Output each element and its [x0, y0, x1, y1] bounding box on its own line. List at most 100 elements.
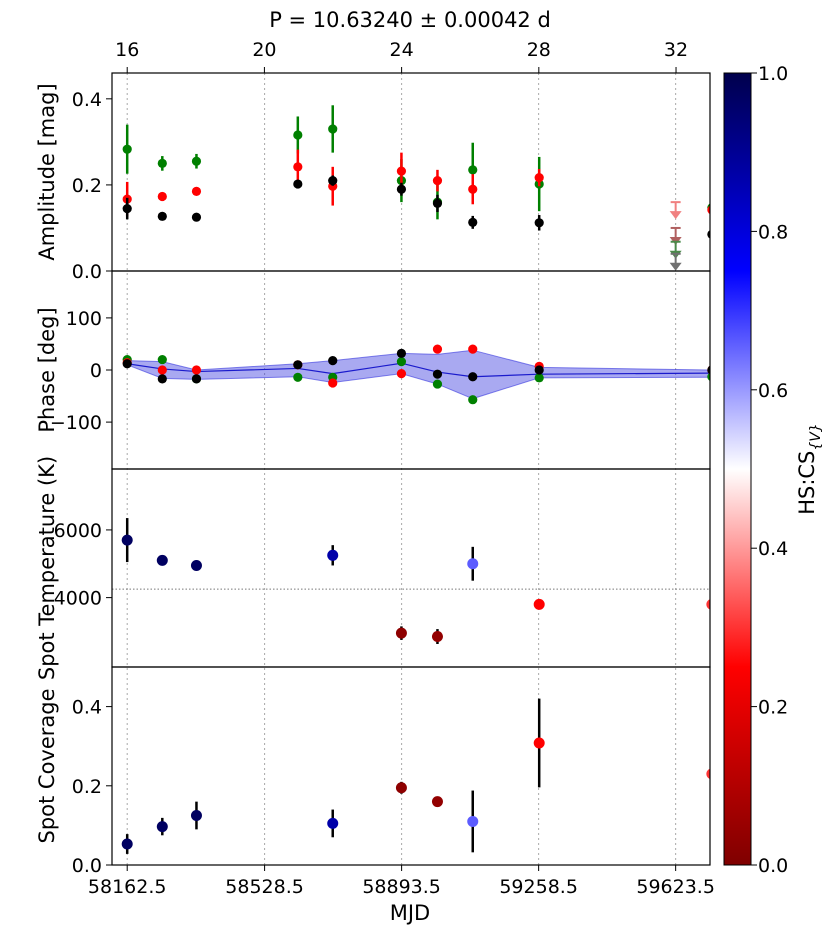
green-point	[157, 354, 167, 365]
data-point	[467, 815, 479, 827]
red-point	[432, 344, 443, 354]
green-point	[191, 156, 202, 166]
colorbar-tick-label: 0.0	[758, 855, 788, 877]
black-point	[122, 203, 132, 214]
data-point	[327, 817, 339, 829]
colorbar-tick-label: 0.4	[758, 538, 788, 560]
phase-band	[126, 349, 710, 400]
black-point	[468, 372, 478, 382]
y-tick-label: 0.4	[72, 697, 102, 719]
black-point	[396, 184, 407, 194]
chart-title: P = 10.63240 ± 0.00042 d	[269, 8, 551, 32]
panel-amplitude: 0.0 0.2 0.4 Amplitude [mag]	[35, 72, 711, 283]
x-tick-label: 59623.5	[636, 876, 715, 898]
data-point	[706, 599, 710, 610]
y-axis-label-coverage: Spot Coverage	[35, 688, 59, 843]
data-point	[190, 810, 202, 821]
data-point	[533, 598, 545, 610]
red-point	[707, 205, 710, 215]
colorbar-label: HS:CS{V}	[795, 423, 824, 515]
red-point	[293, 162, 303, 172]
red-point	[396, 166, 407, 176]
black-point	[191, 212, 202, 222]
green-point	[432, 379, 443, 389]
y-tick-label: −100	[50, 412, 102, 434]
black-point	[328, 176, 338, 186]
x-tick-label: 58528.5	[225, 876, 304, 898]
colorbar-tick-label: 0.6	[758, 380, 788, 402]
y-tick-label: 0.2	[72, 776, 102, 798]
panel-frame	[111, 666, 711, 866]
panel-phase: −100 0 100 Phase [deg]	[35, 270, 711, 470]
red-point	[534, 172, 544, 183]
y-axis-label-amplitude: Amplitude [mag]	[35, 83, 59, 260]
black-point	[534, 365, 544, 375]
black-point	[293, 360, 303, 370]
green-point	[534, 373, 544, 383]
data-point	[395, 782, 407, 794]
x-tick-label: 58893.5	[362, 876, 441, 898]
x-tick-label: 58162.5	[88, 876, 167, 898]
green-point	[122, 144, 132, 154]
data-point	[467, 558, 479, 570]
panel-coverage-plot	[121, 698, 710, 854]
data-point	[395, 627, 407, 639]
data-point	[431, 796, 443, 808]
panel-frame	[111, 468, 711, 668]
black-point	[396, 348, 407, 358]
black-point	[122, 359, 132, 369]
green-point	[707, 372, 710, 381]
green-point	[328, 124, 338, 134]
colorbar-tick-label: 0.2	[758, 697, 788, 719]
data-point	[156, 821, 168, 833]
panel-temperature-plot	[112, 518, 710, 644]
y-tick-label: 0.4	[72, 89, 102, 111]
green-point	[157, 158, 167, 168]
red-point	[328, 378, 338, 388]
red-point	[468, 184, 478, 194]
x-tick-label: 59258.5	[499, 876, 578, 898]
y-axis-label-temperature: Spot Temperature (K)	[35, 456, 59, 680]
panel-phase-plot	[122, 344, 710, 405]
data-point	[431, 631, 443, 643]
y-tick-label: 0	[90, 360, 102, 382]
black-point	[707, 230, 710, 239]
y-tick-label: 100	[66, 308, 102, 330]
top-tick-label: 24	[390, 39, 414, 61]
panels: 0.0 0.2 0.4 Amplitude [mag] −100 0 100 Phase [d…	[35, 39, 715, 898]
x-axis-label: MJD	[390, 901, 430, 925]
phase-mean-line	[127, 362, 710, 378]
black-point	[468, 217, 478, 227]
red-point	[157, 365, 167, 375]
y-tick-label: 0.0	[72, 855, 102, 877]
colorbar-tick-label: 0.8	[758, 221, 788, 243]
black-point	[328, 356, 338, 366]
colorbar-tick-label: 1.0	[758, 63, 788, 85]
red-point	[191, 365, 202, 375]
top-tick-label: 20	[252, 39, 276, 61]
green-point	[396, 357, 407, 367]
red-point	[468, 344, 478, 354]
black-point	[293, 179, 303, 189]
black-point	[534, 218, 544, 228]
red-point	[396, 369, 407, 379]
black-point	[707, 365, 710, 375]
green-point	[468, 395, 478, 405]
green-point	[293, 372, 303, 382]
data-point	[190, 559, 202, 571]
green-point	[293, 130, 303, 140]
data-point	[156, 554, 168, 566]
panel-frame	[111, 72, 711, 272]
data-point	[121, 534, 133, 546]
black-point	[191, 374, 202, 384]
top-tick-label: 16	[115, 39, 139, 61]
black-point	[157, 211, 167, 221]
data-point	[706, 768, 710, 780]
y-tick-label: 6000	[54, 520, 102, 542]
red-point	[157, 191, 167, 202]
y-axis-label-phase: Phase [deg]	[35, 307, 59, 432]
colorbar-ticks: 0.0 0.2 0.4 0.6 0.8 1.0	[751, 63, 788, 877]
colorbar: 0.0 0.2 0.4 0.6 0.8 1.0 HS:CS{V}	[723, 63, 824, 877]
